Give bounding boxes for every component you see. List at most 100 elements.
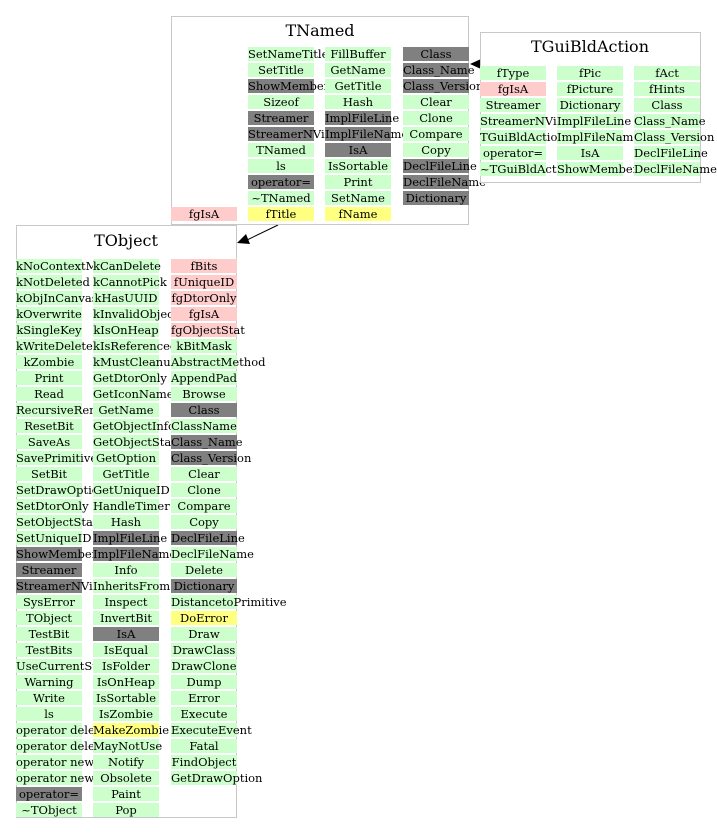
member-tobject: Paint [93,787,159,801]
member-tobject: ImplFileLine [93,531,168,545]
member-tobject: TObject [16,611,82,625]
arrowhead-tnamed [470,59,481,69]
member-tnamed: fTitle [248,207,314,221]
member-tobject: operator delete [16,723,107,737]
member-tobject: Error [171,691,237,705]
member-tguibldaction: fHints [634,82,700,96]
member-tobject: SetObjectStat [16,515,98,529]
member-tobject: MayNotUse [93,739,163,753]
member-tguibldaction: fPicture [557,82,623,96]
member-tnamed: Hash [325,95,391,109]
member-tobject: Class [171,403,237,417]
member-tobject: ~TObject [16,803,82,817]
member-tnamed: fName [325,207,391,221]
member-tobject: GetOption [93,451,159,465]
member-tobject: AppendPad [171,371,238,385]
member-tnamed: ls [248,159,314,173]
member-tobject: SavePrimitive [16,451,98,465]
member-tobject: ResetBit [16,419,82,433]
member-tobject: GetObjectInfo [93,419,175,433]
member-tobject: GetObjectStat [93,435,176,449]
member-tobject: IsFolder [93,659,159,673]
member-tobject: Dump [171,675,237,689]
member-tobject: TestBit [16,627,82,641]
member-tobject: Warning [16,675,82,689]
link-tnamed-tobject [246,224,279,241]
member-tobject: Info [93,563,159,577]
member-tnamed: Clone [403,111,469,125]
member-tobject: ls [16,707,82,721]
member-tnamed: Streamer [248,111,314,125]
member-tobject: kCanDelete [93,259,161,273]
member-tobject: DoError [171,611,237,625]
member-tguibldaction: StreamerNVirtual [480,114,585,128]
member-tobject: Fatal [171,739,237,753]
member-tnamed: Compare [403,127,469,141]
member-tobject: GetUniqueID [93,483,170,497]
member-tobject: GetName [93,403,159,417]
member-tobject: ShowMembers [16,547,104,561]
member-tnamed: IsSortable [325,159,391,173]
member-tobject: operator= [16,787,82,801]
member-tguibldaction: fgIsA [480,82,546,96]
member-tguibldaction: ImplFileLine [557,114,632,128]
member-tobject: DeclFileLine [171,531,245,545]
member-tobject: kZombie [16,355,82,369]
member-tobject: SetBit [16,467,82,481]
member-tobject: IsA [93,627,159,641]
class-title-tguibldaction: TGuiBldAction [531,37,649,56]
member-tobject: fgObjectStat [171,323,245,337]
member-tobject: kNotDeleted [16,275,90,289]
member-tobject: kWriteDelete [16,339,93,353]
member-tobject: SetDrawOption [16,483,107,497]
member-tobject: Read [16,387,82,401]
member-tobject: Copy [171,515,237,529]
member-tobject: AbstractMethod [171,355,266,369]
member-tobject: FindObject [171,755,237,769]
member-tnamed: FillBuffer [325,47,391,61]
member-tguibldaction: DeclFileLine [634,146,708,160]
member-tnamed: ImplFileLine [325,111,400,125]
member-tobject: Dictionary [171,579,237,593]
member-tnamed: Sizeof [248,95,314,109]
member-tobject: operator new [16,755,95,769]
member-tguibldaction: Dictionary [557,98,623,112]
member-tguibldaction: Class_Version [634,130,715,144]
member-tnamed: Dictionary [403,191,469,205]
member-tnamed: ~TNamed [248,191,314,205]
member-tnamed: DeclFileLine [403,159,477,173]
member-tobject: DrawClone [171,659,237,673]
member-tobject: Browse [171,387,237,401]
member-tobject: TestBits [16,643,82,657]
member-tobject: kCannotPick [93,275,167,289]
member-tobject: DistancetoPrimitive [171,595,287,609]
member-tobject: kObjInCanvas [16,291,98,305]
member-tobject: operator new[] [16,771,104,785]
member-tguibldaction: operator= [480,146,546,160]
member-tobject: Obsolete [93,771,159,785]
member-tnamed: GetName [325,63,391,77]
member-tobject: Clear [171,467,237,481]
member-tobject: fBits [171,259,237,273]
member-tobject: SysError [16,595,82,609]
member-tnamed: ShowMembers [248,79,336,93]
member-tobject: ClassName [171,419,237,433]
member-tobject: InheritsFrom [93,579,171,593]
member-tnamed-outside: fgIsA [171,207,237,221]
member-tobject: MakeZombie [93,723,170,737]
member-tnamed: IsA [325,143,391,157]
member-tobject: SetUniqueID [16,531,92,545]
member-tguibldaction: ShowMembers [557,162,645,176]
member-tobject: kIsOnHeap [93,323,159,337]
member-tobject: Class_Name [171,435,243,449]
member-tobject: ImplFileName [93,547,177,561]
member-tobject: Clone [171,483,237,497]
member-tnamed: StreamerNVirtual [248,127,353,141]
member-tguibldaction: Class [634,98,700,112]
member-tnamed: Print [325,175,391,189]
member-tobject: Inspect [93,595,159,609]
member-tobject: SetDtorOnly [16,499,89,513]
member-tnamed: SetName [325,191,391,205]
member-tobject: UseCurrentStyle [16,659,114,673]
